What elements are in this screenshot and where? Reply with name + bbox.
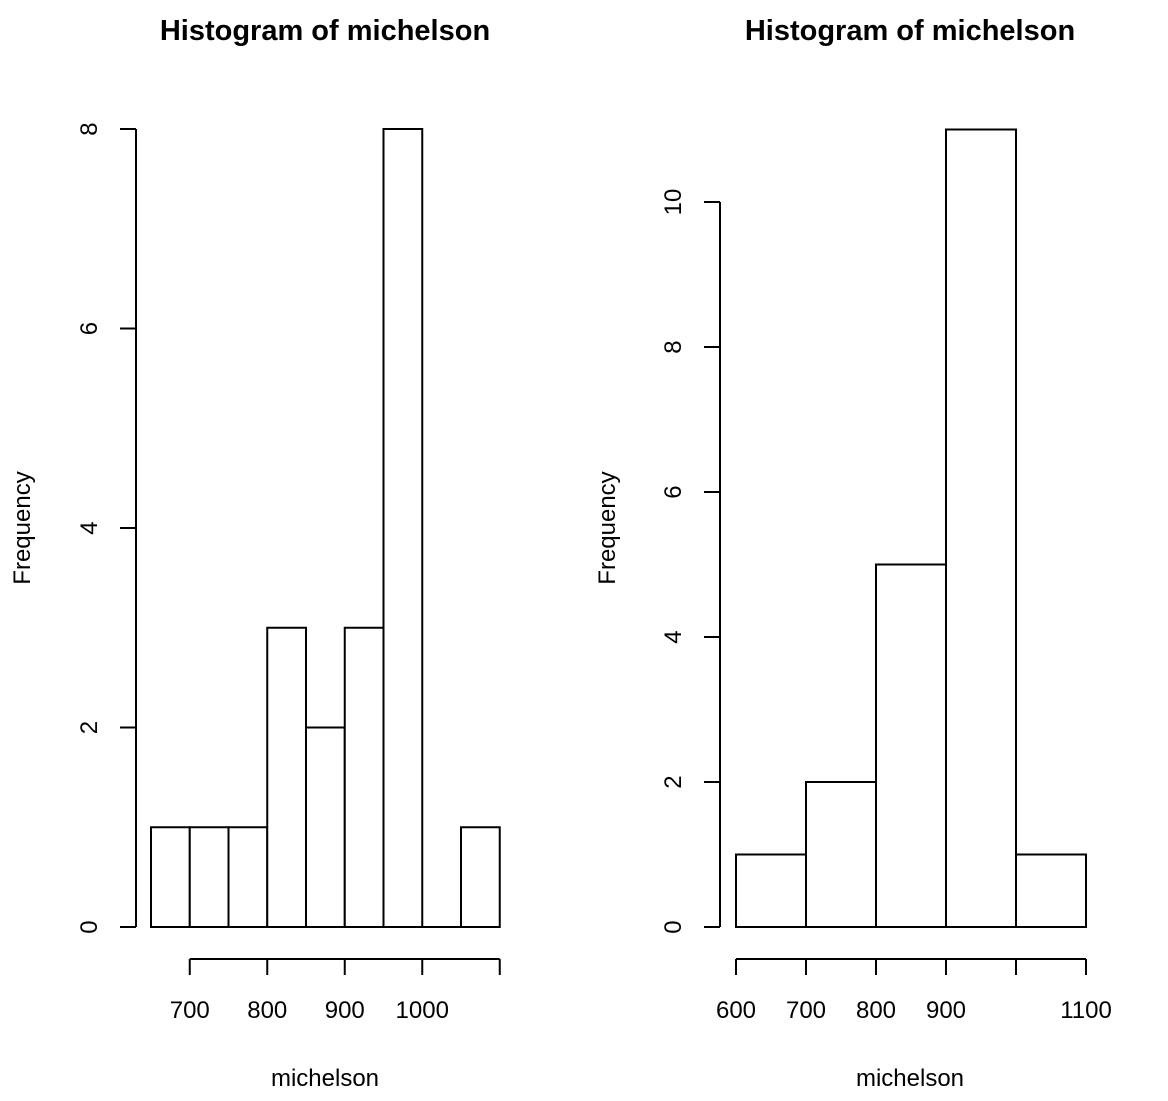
y-tick-label: 4 bbox=[660, 630, 687, 643]
y-tick-label: 0 bbox=[660, 920, 687, 933]
x-tick-label: 700 bbox=[170, 997, 210, 1024]
histogram-bar bbox=[945, 128, 1017, 928]
histogram-bar bbox=[266, 626, 307, 928]
histogram-bar bbox=[805, 781, 877, 928]
histogram-panel-1: Histogram of michelson 0 2 4 6 8 700 800 900 1000… bbox=[9, 15, 501, 1092]
histogram-bar bbox=[227, 826, 269, 928]
y-tick-label: 0 bbox=[76, 920, 103, 933]
x-tick-label: 1100 bbox=[1060, 997, 1112, 1024]
x-axis-label: michelson bbox=[856, 1065, 964, 1092]
y-tick-label: 4 bbox=[76, 521, 103, 534]
histogram-bar bbox=[150, 826, 191, 928]
y-tick-label: 2 bbox=[660, 775, 687, 788]
histogram-bar bbox=[875, 563, 947, 928]
y-axis-label: Frequency bbox=[9, 471, 36, 584]
x-tick-label: 900 bbox=[325, 997, 365, 1024]
x-tick-label: 800 bbox=[247, 997, 287, 1024]
y-tick-label: 8 bbox=[660, 340, 687, 353]
x-axis-label: michelson bbox=[271, 1065, 379, 1092]
x-tick-label: 600 bbox=[716, 997, 756, 1024]
histogram-bar bbox=[305, 726, 346, 928]
histogram-bar bbox=[735, 853, 807, 928]
y-axis-label: Frequency bbox=[594, 471, 621, 584]
x-tick-label: 700 bbox=[786, 997, 826, 1024]
histogram-bar bbox=[460, 826, 501, 928]
chart-title: Histogram of michelson bbox=[745, 15, 1075, 47]
x-tick-label: 1000 bbox=[396, 997, 449, 1024]
histogram-bar bbox=[343, 626, 385, 928]
y-tick-label: 6 bbox=[660, 485, 687, 498]
histogram-bar bbox=[382, 128, 424, 928]
x-tick-label: 900 bbox=[926, 997, 966, 1024]
y-tick-label: 8 bbox=[76, 122, 103, 135]
histogram-panel-2: Histogram of michelson 0 2 4 6 8 10 600 700 800 90… bbox=[594, 15, 1112, 1092]
y-tick-label: 6 bbox=[76, 322, 103, 335]
histogram-bar bbox=[1015, 853, 1087, 928]
x-tick-label: 800 bbox=[856, 997, 896, 1024]
chart-title: Histogram of michelson bbox=[160, 15, 490, 47]
y-tick-label: 10 bbox=[660, 189, 687, 216]
y-tick-label: 2 bbox=[76, 721, 103, 734]
histogram-bar bbox=[188, 826, 230, 928]
